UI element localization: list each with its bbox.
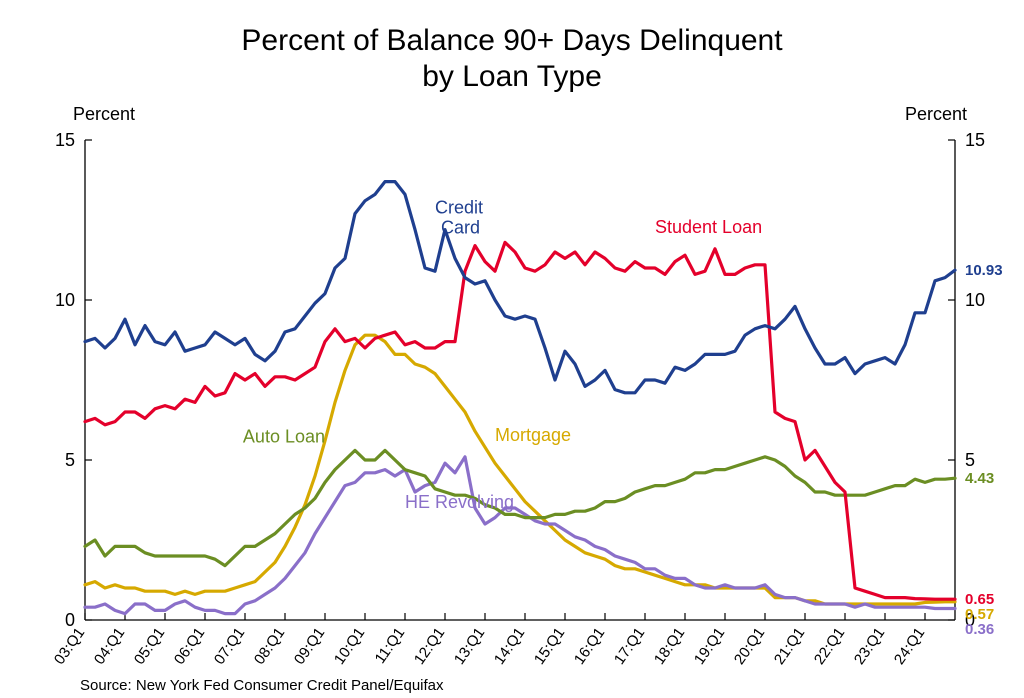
x-tick-label: 05:Q1 [131, 625, 168, 668]
x-tick-label: 23:Q1 [851, 625, 888, 668]
y-tick-label-right: 5 [965, 450, 975, 470]
x-tick-label: 07:Q1 [211, 625, 248, 668]
end-value-label-credit_card: 10.93 [965, 262, 1003, 279]
end-value-label-he_revolving: 0.36 [965, 621, 994, 638]
y-axis-label-right: Percent [905, 104, 967, 124]
y-tick-label-right: 15 [965, 130, 985, 150]
y-axis-label-left: Percent [73, 104, 135, 124]
y-tick-label-left: 15 [55, 130, 75, 150]
x-tick-label: 14:Q1 [491, 625, 528, 668]
x-tick-label: 16:Q1 [571, 625, 608, 668]
series-label-he-revolving: HE Revolving [405, 492, 514, 512]
x-tick-label: 22:Q1 [811, 625, 848, 668]
series-label-auto-loan: Auto Loan [243, 426, 325, 446]
x-tick-label: 04:Q1 [91, 625, 128, 668]
y-tick-label-left: 10 [55, 290, 75, 310]
x-tick-label: 21:Q1 [771, 625, 808, 668]
x-tick-label: 17:Q1 [611, 625, 648, 668]
series-line-credit_card [85, 182, 955, 393]
x-tick-label: 24:Q1 [891, 625, 928, 668]
delinquency-chart: Percent of Balance 90+ Days Delinquentby… [0, 0, 1024, 698]
x-tick-label: 09:Q1 [291, 625, 328, 668]
end-value-label-auto_loan: 4.43 [965, 470, 994, 487]
x-tick-label: 15:Q1 [531, 625, 568, 668]
x-tick-label: 18:Q1 [651, 625, 688, 668]
x-tick-label: 19:Q1 [691, 625, 728, 668]
x-tick-label: 11:Q1 [372, 625, 409, 667]
x-tick-label: 13:Q1 [451, 625, 488, 668]
x-tick-label: 03:Q1 [51, 625, 88, 668]
x-tick-label: 20:Q1 [731, 625, 768, 668]
chart-title-line1: Percent of Balance 90+ Days Delinquent [241, 24, 783, 57]
x-tick-label: 08:Q1 [251, 625, 288, 668]
series-label-credit-card-2: Card [441, 218, 480, 238]
series-line-student_loan [85, 242, 955, 599]
x-tick-label: 10:Q1 [331, 625, 368, 668]
chart-title-line2: by Loan Type [422, 60, 602, 93]
series-line-mortgage [85, 335, 955, 604]
source-text: Source: New York Fed Consumer Credit Pan… [80, 677, 444, 694]
series-label-credit-card-1: Credit [435, 198, 483, 218]
y-tick-label-left: 5 [65, 450, 75, 470]
x-tick-label: 06:Q1 [171, 625, 208, 668]
series-label-student-loan: Student Loan [655, 217, 762, 237]
x-tick-label: 12:Q1 [411, 625, 448, 668]
y-tick-label-right: 10 [965, 290, 985, 310]
chart-svg: Percent of Balance 90+ Days Delinquentby… [0, 0, 1024, 698]
series-label-mortgage: Mortgage [495, 425, 571, 445]
